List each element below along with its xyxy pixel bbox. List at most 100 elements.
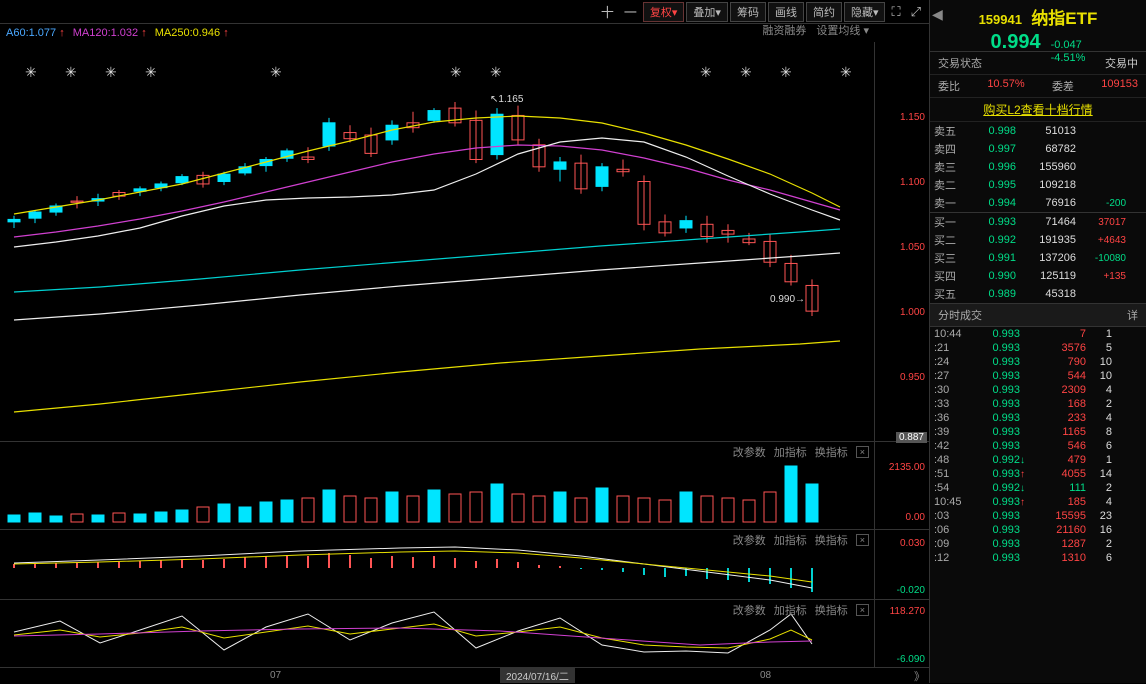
expand-icon[interactable]: ⛶: [887, 3, 904, 21]
huaxian-button[interactable]: 画线: [768, 2, 804, 22]
fuquan-label: 复权: [650, 7, 672, 19]
orderbook-row[interactable]: 买四 0.990 125119 +135: [930, 267, 1146, 285]
macd-chart[interactable]: 改参数 加指标 换指标 × 0.030-0.020: [0, 530, 929, 600]
diejia-button[interactable]: 叠加▾: [686, 2, 728, 22]
tick-row: :12 0.993 1310 6: [930, 551, 1146, 565]
tick-time: :27: [934, 370, 972, 382]
oscillator-chart[interactable]: 改参数 加指标 换指标 × 118.270-6.090: [0, 600, 929, 668]
tick-header: 分时成交 详: [930, 304, 1146, 327]
zoom-out-icon[interactable]: 一: [620, 1, 641, 22]
orderbook-row[interactable]: 卖二 0.995 109218: [930, 176, 1146, 194]
stock-name: 纳指ETF: [1031, 9, 1097, 28]
ob-change: +4643: [1076, 235, 1126, 246]
ma120-label: MA120:1.032 ↑: [73, 27, 147, 39]
orderbook-row[interactable]: 卖一 0.994 76916 -200: [930, 194, 1146, 212]
tick-arrow-icon: ↓: [1020, 455, 1030, 466]
ob-change: -200: [1076, 198, 1126, 209]
orderbook-row[interactable]: 卖五 0.998 51013: [930, 122, 1146, 140]
tick-count: 6: [1086, 440, 1112, 452]
tick-volume: 479: [1030, 454, 1086, 466]
huanzhibiao-link[interactable]: 换指标: [815, 532, 848, 548]
tick-volume: 168: [1030, 398, 1086, 410]
tick-row: :51 0.993 ↑ 4055 14: [930, 467, 1146, 481]
osc-sub-header: 改参数 加指标 换指标 ×: [733, 602, 869, 618]
kline-svg: ↖1.1650.990→: [0, 42, 875, 442]
ob-price: 0.995: [966, 179, 1016, 191]
gaicanshu-link[interactable]: 改参数: [733, 532, 766, 548]
tick-title: 分时成交: [938, 307, 982, 323]
jiazhibiao-link[interactable]: 加指标: [774, 602, 807, 618]
tick-price: 0.993: [972, 440, 1020, 452]
close-icon[interactable]: ×: [856, 446, 869, 458]
tick-count: 10: [1086, 356, 1112, 368]
jiazhibiao-link[interactable]: 加指标: [774, 444, 807, 460]
tick-time: :54: [934, 482, 972, 494]
volume-chart[interactable]: 改参数 加指标 换指标 × 2135.000.00: [0, 442, 929, 530]
main-kline-chart[interactable]: ✳✳✳✳✳✳✳✳✳✳✳ ↖1.1650.990→ 1.1501.1001.050…: [0, 42, 929, 442]
diejia-label: 叠加: [693, 7, 715, 19]
zoom-in-icon[interactable]: 十: [597, 1, 618, 22]
tick-detail-link[interactable]: 详: [1127, 307, 1138, 323]
tick-volume: 233: [1030, 412, 1086, 424]
tick-count: 1: [1086, 328, 1112, 340]
side-panel: ◀ 159941 纳指ETF 0.994 -0.047-4.51% 交易状态 交…: [930, 0, 1146, 683]
orderbook-row[interactable]: 买三 0.991 137206 -10080: [930, 249, 1146, 267]
commission-row: 委比 10.57% 委差 109153: [930, 75, 1146, 98]
ob-price: 0.989: [966, 288, 1016, 300]
tick-row: :24 0.993 790 10: [930, 355, 1146, 369]
timeline: 07 2024/07/16/二 08 》: [0, 668, 929, 683]
tick-time: :09: [934, 538, 972, 550]
tick-count: 4: [1086, 412, 1112, 424]
tick-row: 10:45 0.993 ↑ 185 4: [930, 495, 1146, 509]
timeline-t2: 2024/07/16/二: [500, 668, 575, 683]
jiazhibiao-link[interactable]: 加指标: [774, 532, 807, 548]
jianyue-button[interactable]: 简约: [806, 2, 842, 22]
price-change: -0.047-4.51%: [1051, 39, 1086, 65]
tick-row: :48 0.992 ↓ 479 1: [930, 453, 1146, 467]
orderbook-row[interactable]: 买二 0.992 191935 +4643: [930, 231, 1146, 249]
orderbook-row[interactable]: 卖四 0.997 68782: [930, 140, 1146, 158]
ob-price: 0.996: [966, 161, 1016, 173]
l2-purchase-link[interactable]: 购买L2查看十档行情: [983, 103, 1092, 117]
orderbook-row[interactable]: 买一 0.993 71464 37017: [930, 213, 1146, 231]
set-ma-link[interactable]: 设置均线 ▾: [816, 22, 869, 38]
tick-time: :33: [934, 398, 972, 410]
close-icon[interactable]: ×: [856, 604, 869, 616]
ratio-value: 10.57%: [987, 78, 1024, 94]
fuquan-button[interactable]: 复权▾: [643, 2, 685, 22]
tick-volume: 1165: [1030, 426, 1086, 438]
tick-time: :30: [934, 384, 972, 396]
ob-volume: 76916: [1016, 197, 1076, 209]
tick-price: 0.993: [972, 342, 1020, 354]
tick-count: 10: [1086, 370, 1112, 382]
gaicanshu-link[interactable]: 改参数: [733, 602, 766, 618]
tick-price: 0.993: [972, 370, 1020, 382]
tick-row: :09 0.993 1287 2: [930, 537, 1146, 551]
huanzhibiao-link[interactable]: 换指标: [815, 444, 848, 460]
margin-link[interactable]: 融资融券: [762, 22, 806, 38]
chouma-button[interactable]: 筹码: [730, 2, 766, 22]
tick-price: 0.993: [972, 426, 1020, 438]
ob-label: 卖二: [934, 177, 966, 193]
stock-code: 159941: [979, 12, 1022, 27]
current-price: 0.994: [991, 31, 1041, 54]
fullscreen-icon[interactable]: ⤢: [907, 3, 925, 21]
tick-time: :12: [934, 552, 972, 564]
osc-y-axis: 118.270-6.090: [874, 600, 929, 667]
huanzhibiao-link[interactable]: 换指标: [815, 602, 848, 618]
orderbook-row[interactable]: 卖三 0.996 155960: [930, 158, 1146, 176]
tick-time: :39: [934, 426, 972, 438]
tick-price: 0.993: [972, 384, 1020, 396]
prev-stock-icon[interactable]: ◀: [932, 6, 943, 23]
tick-volume: 546: [1030, 440, 1086, 452]
tick-price: 0.993: [972, 496, 1020, 508]
ob-label: 买一: [934, 214, 966, 230]
l2-link-row: 购买L2查看十档行情: [930, 98, 1146, 122]
expand-timeline-icon[interactable]: 》: [914, 668, 925, 684]
close-icon[interactable]: ×: [856, 534, 869, 546]
gaicanshu-link[interactable]: 改参数: [733, 444, 766, 460]
yincang-button[interactable]: 隐藏▾: [844, 2, 886, 22]
tick-price: 0.993: [972, 510, 1020, 522]
orderbook-row[interactable]: 买五 0.989 45318: [930, 285, 1146, 303]
tick-price: 0.993: [972, 398, 1020, 410]
